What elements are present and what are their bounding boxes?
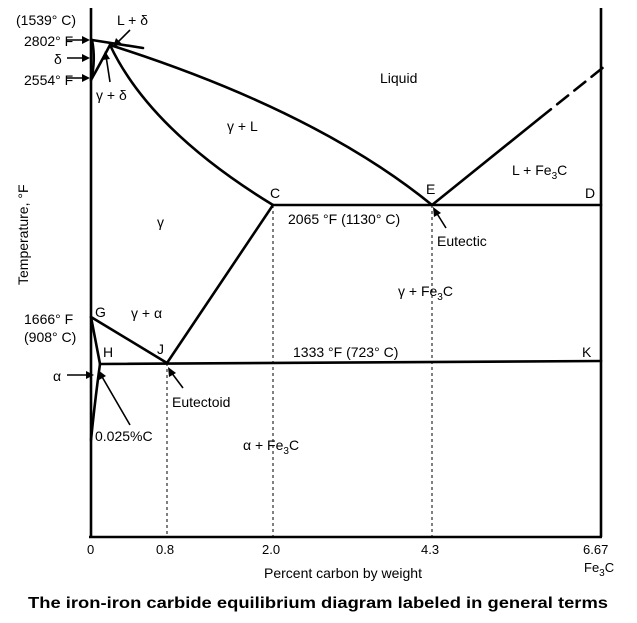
region-gamma: γ	[157, 214, 164, 230]
region-liquid: Liquid	[380, 70, 417, 86]
x-end-label: Fe3C	[584, 560, 614, 579]
label-1666f: 1666° F	[24, 311, 73, 327]
label-alpha: α	[53, 368, 61, 384]
y-axis-title: Temperature, °F	[15, 184, 31, 285]
point-k: K	[582, 344, 592, 360]
arrow-eutectoid	[168, 367, 184, 389]
solidus	[108, 43, 275, 207]
arrow-solubility	[98, 370, 131, 426]
label-2802f: 2802° F	[24, 33, 73, 49]
liquidus-right	[430, 116, 542, 207]
delta-gamma-line	[89, 43, 112, 82]
a3-line	[89, 315, 169, 365]
region-l-fe3c: L + Fe3C	[512, 162, 567, 182]
alpha-boundary	[89, 315, 102, 366]
x-tick-6.67: 6.67	[583, 542, 608, 557]
arrow-l-delta	[113, 29, 131, 47]
region-gamma-alpha: γ + α	[131, 305, 162, 321]
solubility-label: 0.025%C	[95, 428, 153, 444]
arrow-gamma-delta	[102, 51, 111, 83]
arrow-alpha	[67, 371, 94, 379]
liquidus-extrapolated	[538, 64, 607, 120]
point-c: C	[270, 185, 280, 201]
point-e: E	[426, 181, 435, 197]
x-tick-2.0: 2.0	[262, 542, 280, 557]
region-gamma-delta: γ + δ	[96, 87, 127, 103]
region-gamma-fe3c: γ + Fe3C	[398, 283, 453, 303]
eutectoid-line	[98, 359, 603, 366]
liquidus-left	[108, 43, 434, 207]
eutectoid-label: Eutectoid	[172, 394, 230, 410]
figure-caption: The iron-iron carbide equilibrium diagra…	[28, 595, 608, 612]
arrow-2554	[67, 74, 90, 82]
arrow-delta	[67, 54, 90, 62]
x-tick-0.8: 0.8	[156, 542, 174, 557]
x-tick-4.3: 4.3	[421, 542, 439, 557]
region-alpha-fe3c: α + Fe3C	[243, 437, 299, 457]
acm-line	[165, 203, 275, 365]
label-1539c: (1539° C)	[16, 12, 76, 28]
label-2554f: 2554° F	[24, 72, 73, 88]
label-delta: δ	[54, 51, 62, 67]
point-d: D	[585, 185, 595, 201]
point-h: H	[103, 344, 113, 360]
arrow-eutectic	[433, 207, 447, 229]
eutectic-temperature: 2065 °F (1130° C)	[288, 211, 400, 227]
point-g: G	[95, 304, 106, 320]
eutectoid-temperature: 1333 °F (723° C)	[293, 344, 398, 360]
region-gamma-l: γ + L	[227, 118, 258, 134]
x-axis-title: Percent carbon by weight	[264, 565, 422, 581]
region-l-delta: L + δ	[117, 12, 148, 28]
arrow-2802	[67, 36, 90, 44]
eutectic-label: Eutectic	[437, 233, 487, 249]
x-tick-0: 0	[87, 542, 94, 557]
alpha-solvus	[89, 362, 102, 442]
label-908c: (908° C)	[24, 329, 76, 345]
point-j: J	[157, 341, 164, 357]
